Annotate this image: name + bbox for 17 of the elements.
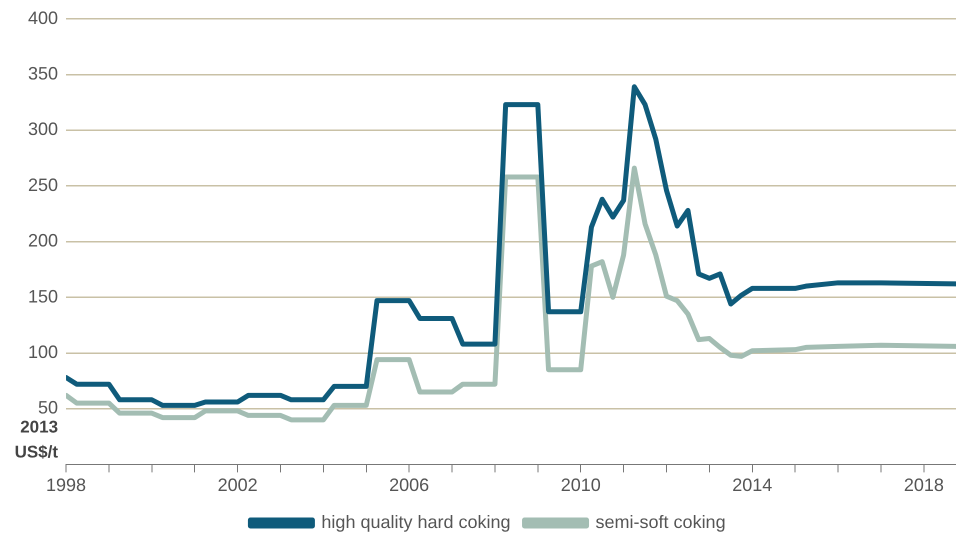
x-tick-label: 2002 [218, 475, 258, 496]
legend-label: high quality hard coking [321, 512, 511, 532]
x-tick-label: 2018 [904, 475, 944, 496]
x-tick-label: 2010 [560, 475, 601, 496]
y-axis-title: 2013 US$/t [14, 417, 58, 462]
legend-label: semi-soft coking [596, 512, 726, 532]
y-tick-label: 50 [38, 398, 58, 418]
x-tick-label: 1998 [46, 475, 86, 496]
y-tick-label: 150 [28, 286, 58, 306]
y-tick-label: 100 [28, 342, 58, 362]
y-tick-label: 400 [28, 8, 58, 28]
y-tick-label: 350 [28, 63, 58, 84]
y-tick-label: 200 [28, 230, 58, 251]
y-tick-label: 250 [28, 174, 58, 195]
x-tick-label: 2006 [389, 475, 430, 496]
y-tick-label: 300 [28, 119, 58, 140]
x-tick-label: 2014 [732, 475, 772, 496]
